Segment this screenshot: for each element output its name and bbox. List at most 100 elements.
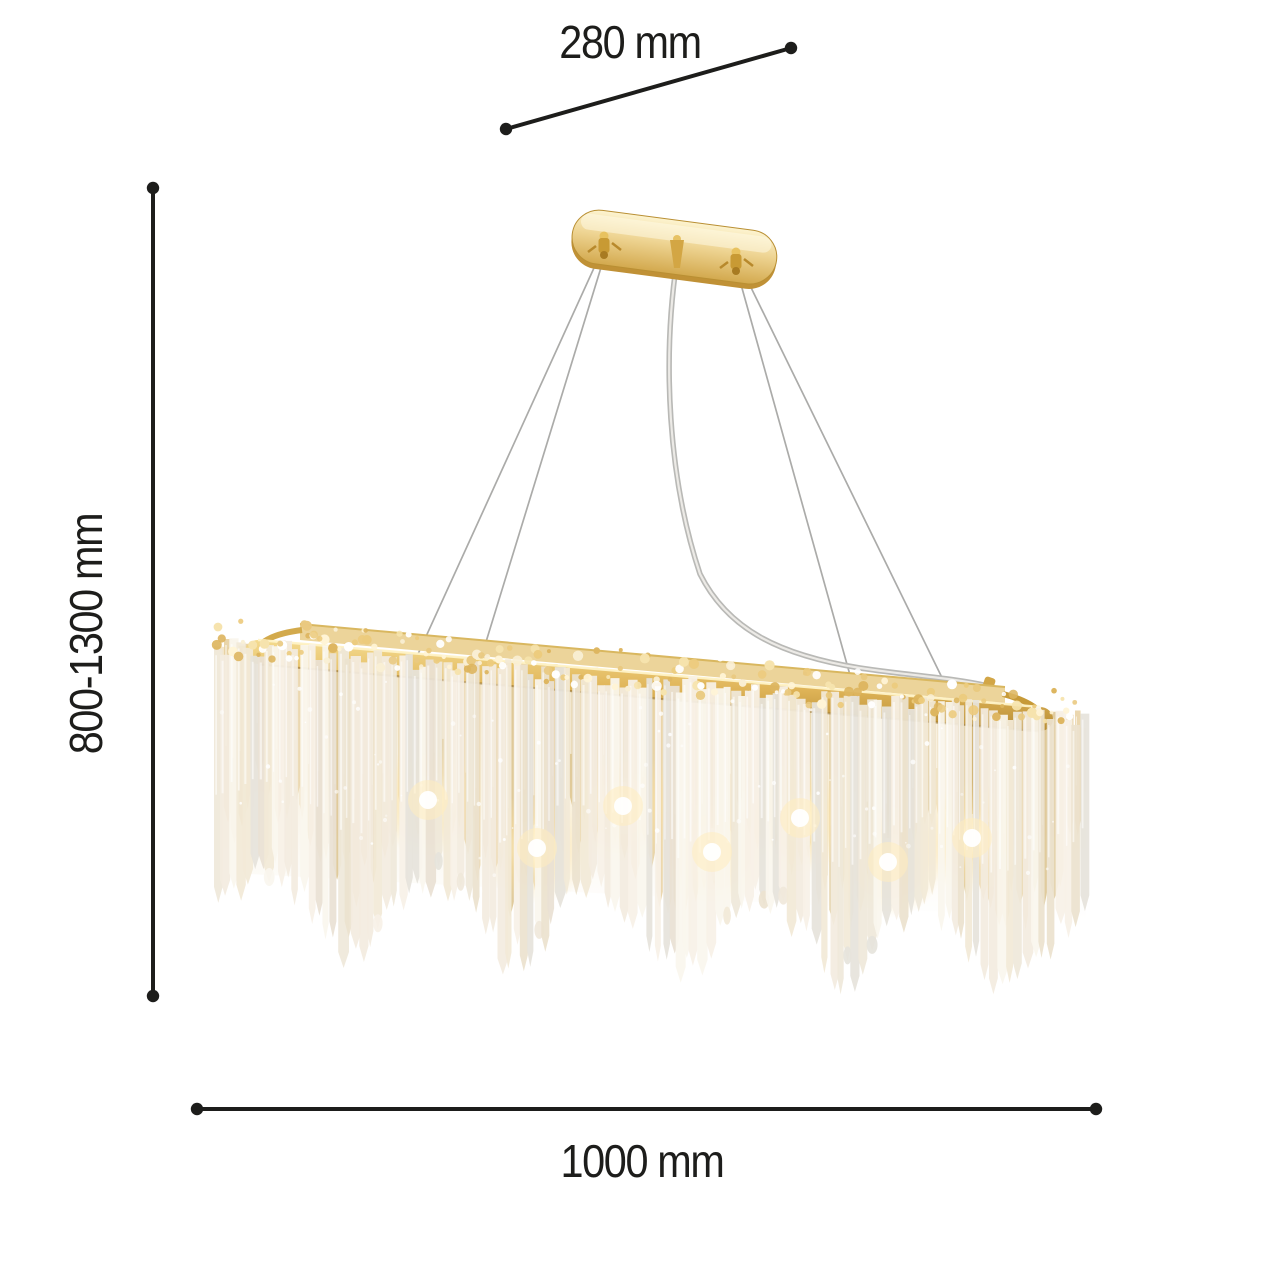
garland-bead [319, 634, 330, 645]
dimension-length [190, 1102, 1103, 1116]
garland-bead [240, 639, 245, 644]
garland-bead [309, 630, 318, 639]
sparkle [297, 686, 302, 691]
garland-bead [447, 664, 452, 670]
crystal-highlight [251, 661, 254, 780]
crystal-highlight [1007, 726, 1009, 871]
sparkle [771, 838, 774, 841]
garland-bead [570, 680, 579, 689]
crystal-highlight [760, 703, 763, 819]
garland-bead [211, 639, 222, 650]
crystal-highlight [458, 669, 460, 793]
crystal-highlight [822, 697, 824, 853]
garland-bead [812, 670, 821, 680]
crystal-highlight [374, 656, 377, 810]
crystal-icicle [928, 700, 936, 895]
garland-bead [606, 674, 611, 679]
garland-bead [436, 639, 445, 648]
crystal-highlight [368, 658, 370, 821]
sparkle [558, 759, 561, 762]
garland-bead [837, 701, 844, 709]
crystal-highlight [285, 646, 288, 778]
crystal-highlight [573, 680, 576, 802]
crystal-icicle [300, 645, 309, 892]
crystal-highlight [244, 653, 247, 784]
crystal-highlight [309, 650, 312, 805]
sparkle [1052, 820, 1054, 823]
garland-bead [441, 654, 447, 659]
bead-garland [211, 614, 1078, 725]
sparkle [643, 762, 649, 767]
garland-bead [259, 638, 270, 649]
suspension-cable [469, 247, 608, 695]
crystal-highlight [570, 680, 572, 754]
sparkle [853, 834, 857, 838]
garland-bead [1036, 708, 1044, 717]
sparkle [638, 706, 643, 710]
dimension-endpoint-dot [499, 122, 513, 136]
garland-bead [926, 687, 936, 697]
garland-bead [825, 691, 833, 699]
crystal-highlight [767, 700, 770, 822]
crystal-highlight [279, 646, 281, 782]
garland-bead [757, 670, 767, 679]
crystal-icicle [482, 666, 490, 935]
crystal-drop [723, 906, 731, 925]
garland-bead [388, 656, 398, 665]
sparkle [334, 789, 339, 794]
crystal-drop [456, 872, 465, 891]
garland-bead [477, 660, 482, 666]
sparkle [536, 740, 541, 745]
sparkle [343, 786, 348, 790]
crystal-highlight [536, 685, 538, 827]
garland-bead [533, 649, 543, 659]
garland-bead [478, 652, 485, 659]
sparkle [872, 806, 876, 810]
garland-bead [316, 635, 323, 642]
garland-bead [710, 688, 718, 696]
crystal-icicle [778, 686, 788, 902]
crystal-highlight [1065, 725, 1068, 846]
crystal-highlight [442, 661, 444, 739]
crystal-highlight [813, 708, 816, 842]
garland-bead [277, 640, 284, 647]
garland-bead [968, 705, 979, 716]
crystal-highlight [237, 648, 240, 791]
garland-bead [958, 693, 968, 703]
sparkle [924, 713, 928, 717]
garland-bead [769, 682, 780, 692]
power-cord [666, 257, 996, 695]
garland-bead [868, 701, 876, 709]
garland-bead [927, 694, 935, 702]
garland-bead [787, 681, 796, 690]
sparkle [359, 836, 364, 840]
garland-bead [731, 674, 737, 680]
crystal-highlight [352, 662, 355, 824]
sparkle [370, 842, 374, 845]
garland-bead [881, 677, 889, 685]
crystal-highlight [589, 681, 592, 794]
crystal-highlight [831, 697, 834, 862]
crystal-highlight [259, 662, 262, 780]
garland-bead [531, 660, 537, 666]
crystal-highlight [707, 688, 710, 841]
sparkle [339, 692, 343, 696]
garland-bead [774, 690, 779, 695]
crystal-highlight [406, 660, 409, 792]
crystal-drop [866, 935, 878, 954]
lamp-core [791, 809, 809, 827]
crystal-highlight [915, 706, 918, 823]
crystal-highlight [780, 692, 782, 811]
garland-bead [972, 684, 981, 693]
crystal-icicle [988, 710, 998, 995]
sparkle [352, 700, 357, 705]
garland-bead [844, 686, 854, 697]
garland-bead [660, 689, 667, 696]
dimension-endpoint-dot [190, 1102, 204, 1116]
sparkle [459, 734, 462, 737]
crystal-highlight [892, 702, 895, 826]
garland-bead [466, 663, 478, 675]
crystal-highlight [868, 705, 871, 844]
crystal-highlight [1048, 725, 1050, 858]
garland-bead [854, 668, 862, 676]
